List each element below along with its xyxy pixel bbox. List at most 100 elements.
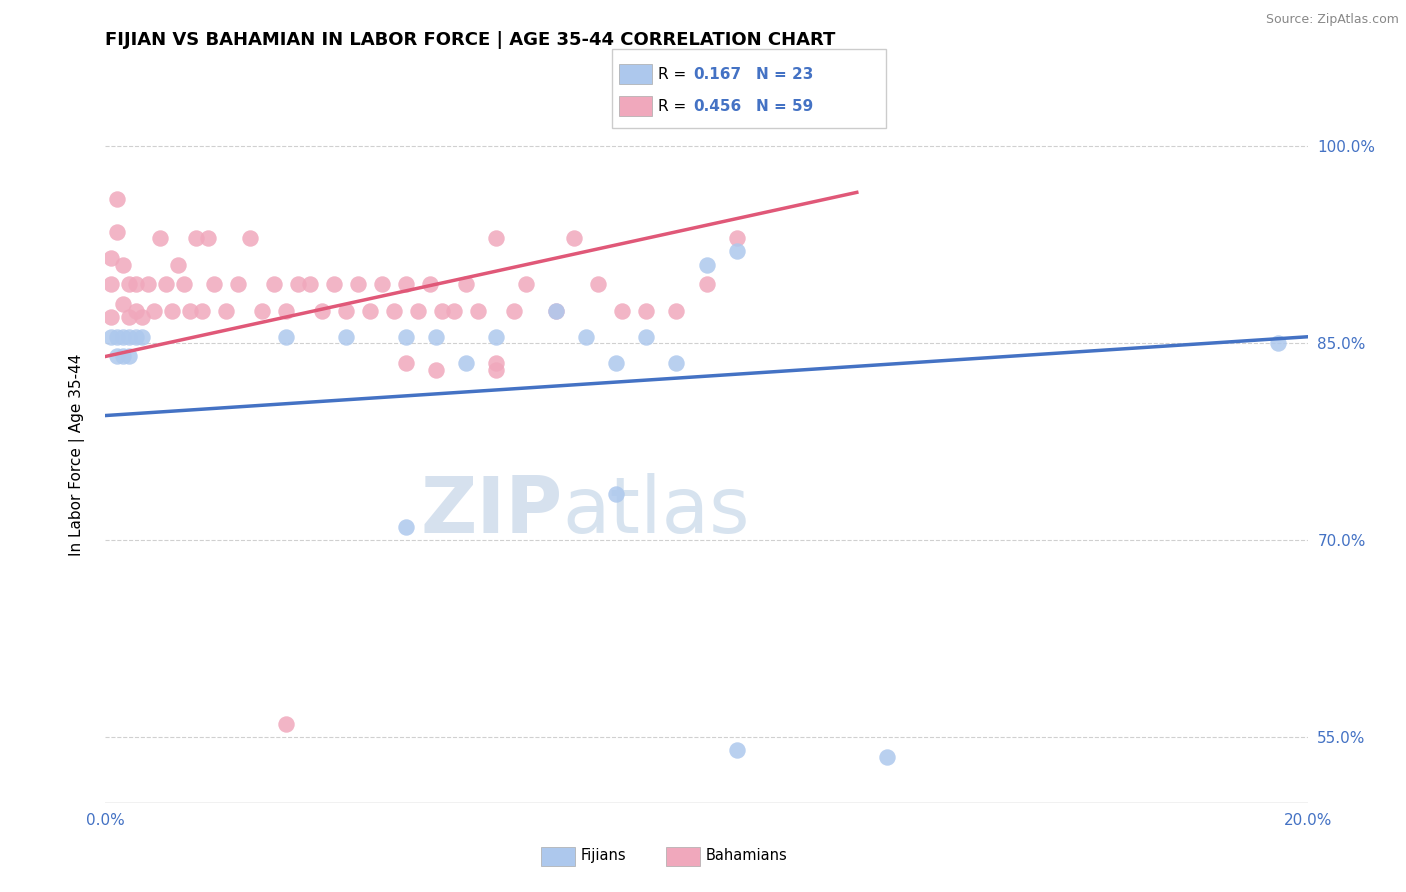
Text: ZIP: ZIP xyxy=(420,473,562,549)
Point xyxy=(131,310,153,324)
Text: Source: ZipAtlas.com: Source: ZipAtlas.com xyxy=(1265,13,1399,27)
Point xyxy=(605,356,627,370)
Point xyxy=(485,356,508,370)
Point xyxy=(100,277,122,292)
Point xyxy=(287,277,309,292)
Point xyxy=(395,277,418,292)
Point xyxy=(274,330,297,344)
Point xyxy=(665,303,688,318)
Point xyxy=(298,277,321,292)
Text: 0.456: 0.456 xyxy=(693,99,741,113)
Point xyxy=(335,303,357,318)
Point xyxy=(335,330,357,344)
Point xyxy=(100,330,122,344)
Point xyxy=(665,356,688,370)
Point xyxy=(562,231,585,245)
Point xyxy=(118,330,141,344)
Point xyxy=(575,330,598,344)
Point xyxy=(202,277,225,292)
Point xyxy=(395,520,418,534)
Point xyxy=(425,362,447,376)
Point xyxy=(100,251,122,265)
Point xyxy=(263,277,285,292)
Point xyxy=(636,303,658,318)
Point xyxy=(179,303,201,318)
Point xyxy=(371,277,394,292)
Y-axis label: In Labor Force | Age 35-44: In Labor Force | Age 35-44 xyxy=(69,354,84,556)
Point xyxy=(467,303,489,318)
Point xyxy=(588,277,610,292)
Point xyxy=(1267,336,1289,351)
Text: R =: R = xyxy=(658,99,686,113)
Point xyxy=(112,297,135,311)
Point xyxy=(100,310,122,324)
Text: N = 59: N = 59 xyxy=(756,99,814,113)
Text: R =: R = xyxy=(658,67,686,81)
Point xyxy=(503,303,526,318)
Text: 0.167: 0.167 xyxy=(693,67,741,81)
Point xyxy=(239,231,262,245)
Point xyxy=(612,303,634,318)
Point xyxy=(443,303,465,318)
Point xyxy=(107,192,129,206)
Point xyxy=(214,303,236,318)
Point xyxy=(107,350,129,364)
Point xyxy=(131,330,153,344)
Point xyxy=(124,277,146,292)
Point xyxy=(124,330,146,344)
Point xyxy=(124,303,146,318)
Point xyxy=(118,277,141,292)
Point xyxy=(382,303,405,318)
Point xyxy=(395,330,418,344)
Point xyxy=(184,231,207,245)
Text: FIJIAN VS BAHAMIAN IN LABOR FORCE | AGE 35-44 CORRELATION CHART: FIJIAN VS BAHAMIAN IN LABOR FORCE | AGE … xyxy=(105,31,835,49)
Point xyxy=(166,258,188,272)
Point xyxy=(197,231,219,245)
Point xyxy=(485,330,508,344)
Point xyxy=(425,330,447,344)
Point xyxy=(359,303,381,318)
Point xyxy=(347,277,370,292)
Point xyxy=(546,303,568,318)
Point xyxy=(112,350,135,364)
Point xyxy=(173,277,195,292)
Point xyxy=(118,310,141,324)
Point xyxy=(155,277,177,292)
Point xyxy=(725,743,748,757)
Point xyxy=(485,231,508,245)
Point xyxy=(226,277,249,292)
Point xyxy=(876,749,898,764)
Point xyxy=(160,303,183,318)
Point xyxy=(546,303,568,318)
Point xyxy=(485,362,508,376)
Point xyxy=(142,303,165,318)
Point xyxy=(311,303,333,318)
Point xyxy=(430,303,453,318)
Point xyxy=(112,258,135,272)
Point xyxy=(148,231,170,245)
Point xyxy=(136,277,159,292)
Point xyxy=(107,225,129,239)
Text: N = 23: N = 23 xyxy=(756,67,814,81)
Text: Fijians: Fijians xyxy=(581,848,626,863)
Text: Bahamians: Bahamians xyxy=(706,848,787,863)
Point xyxy=(250,303,273,318)
Text: atlas: atlas xyxy=(562,473,749,549)
Point xyxy=(406,303,429,318)
Point xyxy=(190,303,212,318)
Point xyxy=(322,277,344,292)
Point xyxy=(274,303,297,318)
Point xyxy=(118,350,141,364)
Point xyxy=(112,330,135,344)
Point xyxy=(725,231,748,245)
Point xyxy=(696,258,718,272)
Point xyxy=(454,356,477,370)
Point xyxy=(454,277,477,292)
Point xyxy=(419,277,441,292)
Point xyxy=(696,277,718,292)
Point xyxy=(605,487,627,501)
Point xyxy=(636,330,658,344)
Point xyxy=(274,717,297,731)
Point xyxy=(725,244,748,259)
Point xyxy=(515,277,537,292)
